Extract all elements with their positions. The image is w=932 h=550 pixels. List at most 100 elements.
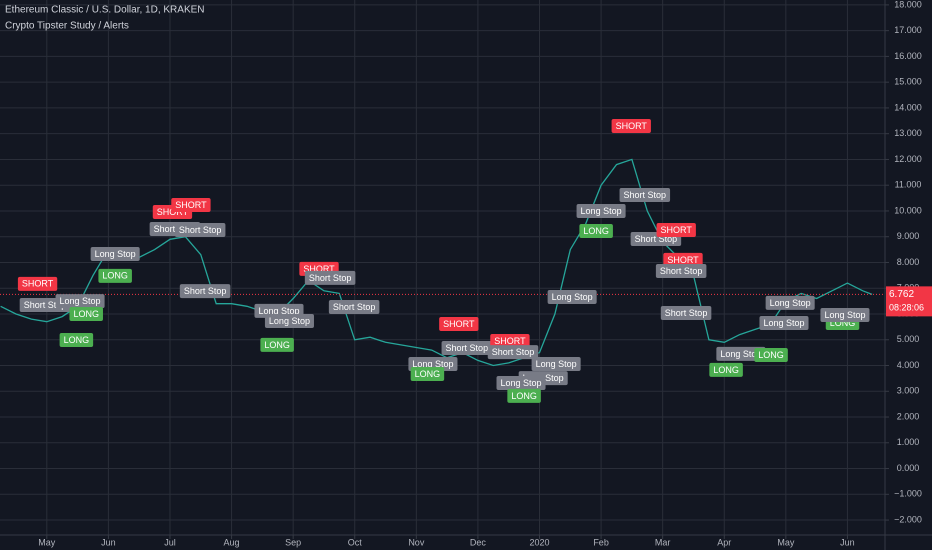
signal-text: Short Stop [446,343,489,353]
signal-label: Short Stop [328,300,380,315]
signal-label: Long Stop [531,356,581,371]
signal-text: Long Stop [95,249,136,259]
y-tick-label: 3.000 [897,386,920,396]
x-tick-label: Feb [593,537,609,547]
x-tick-label: Mar [655,537,671,547]
signal-box [69,306,103,321]
y-tick-label: 4.000 [897,360,920,370]
signal-text: Short Stop [24,300,67,310]
signal-text: SHORT [661,225,693,235]
y-tick-label: 5.000 [897,334,920,344]
x-tick-label: May [777,537,795,547]
signal-label: SHORT [611,118,651,133]
x-tick-label: Apr [717,537,731,547]
signal-box [98,268,132,283]
signal-text: Short Stop [184,286,227,296]
signal-label: LONG [410,367,445,382]
signal-box [655,263,707,278]
signal-text: LONG [264,340,290,350]
signal-box [439,317,479,332]
x-tick-label: Dec [470,537,487,547]
signal-label: SHORT [439,317,479,332]
signal-text: SHORT [494,336,526,346]
signal-label: LONG [98,268,132,283]
signal-text: SHORT [667,255,699,265]
signal-text: Short Stop [660,266,703,276]
signal-label: SHORT [17,276,58,291]
signal-box [17,276,58,291]
signal-label: Long Stop [716,346,766,361]
grid [0,0,885,535]
signal-text: Short Stop [333,302,376,312]
signal-box [619,187,671,202]
countdown: 08:28:06 [889,303,924,313]
signal-box [179,284,231,299]
signal-text: Short Stop [635,234,678,244]
signal-label: Long Stop [496,376,546,391]
signal-label: Long Stop [576,203,626,218]
signal-box [328,300,380,315]
signal-box [709,362,743,377]
y-tick-label: 9.000 [897,231,920,241]
signal-text: Short Stop [309,273,352,283]
signal-box [660,305,712,320]
signal-label: Short Stop [304,270,356,285]
x-tick-label: Nov [408,537,425,547]
signal-text: Long Stop [581,206,622,216]
signal-text: SHORT [616,121,648,131]
signal-label: Long Stop [820,308,870,323]
signal-label: LONG [754,347,788,362]
signal-label: SHORT [490,334,530,349]
signal-box [487,345,539,360]
signal-text: Short Stop [624,190,667,200]
signal-box [611,118,651,133]
signal-text: LONG [415,369,441,379]
signal-text: Long Stop [720,349,761,359]
signal-text: Long Stop [258,306,299,316]
signal-text: LONG [73,309,99,319]
signal-box [754,347,788,362]
signal-text: LONG [583,226,609,236]
signal-label: SHORT [663,252,703,267]
signal-box [663,252,703,267]
signal-label: SHORT [171,198,211,213]
signal-label: Short Stop [619,187,671,202]
y-tick-label: 2.000 [897,411,920,421]
signal-text: Long Stop [536,359,577,369]
x-tick-label: Sep [285,537,301,547]
x-tick-label: 2020 [529,537,549,547]
axes: −2.000 −1.000 0.000 1.000 2.000 3.000 4.000 5.0… [38,0,932,547]
signal-box [304,270,356,285]
signal-label: LONG [69,306,103,321]
signal-text: Long Stop [412,359,453,369]
signal-box [759,316,809,331]
signal-box [496,376,546,391]
x-tick-label: Aug [224,537,240,547]
signal-label: Short Stop [487,345,539,360]
signal-box [264,313,314,328]
signal-label: Short Stop [174,223,226,238]
signal-box [441,340,493,355]
signal-box [507,388,541,403]
signal-text: Long Stop [763,318,804,328]
signal-box [90,246,140,261]
plot [0,158,885,367]
signal-text: Long Stop [770,298,811,308]
y-tick-label: 11.000 [895,180,922,190]
y-tick-label: 15.000 [894,77,922,87]
signal-label: LONG [260,337,294,352]
x-tick-label: Oct [348,537,363,547]
signal-label: Short Stop [660,305,712,320]
signal-label: Long Stop [765,295,815,310]
signal-text: Long Stop [60,296,101,306]
signal-label: Short Stop [441,340,493,355]
signal-label: LONG [59,333,94,348]
signal-label: Long Stop [55,294,105,309]
signal-text: LONG [102,271,128,281]
y-tick-label: 18.000 [894,0,922,9]
signal-label: Long Stop [759,316,809,331]
y-tick-label: 12.000 [894,154,922,164]
signal-text: Long Stop [500,378,541,388]
